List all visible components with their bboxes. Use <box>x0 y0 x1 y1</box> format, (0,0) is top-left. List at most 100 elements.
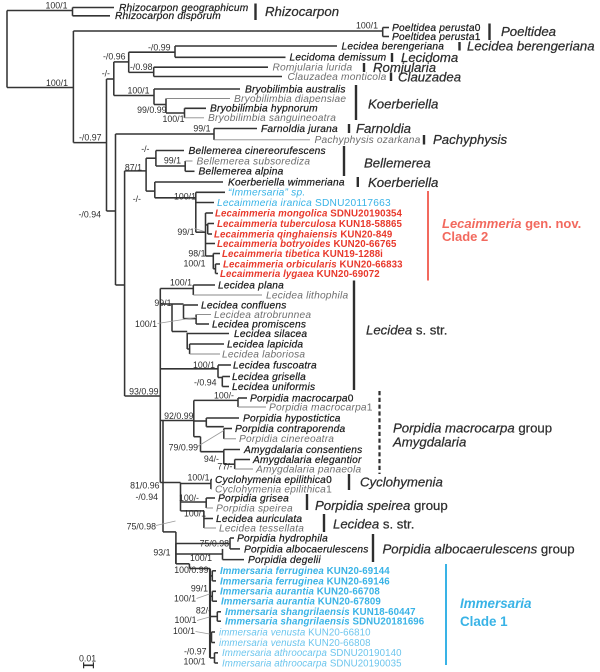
svg-text:Lecidea plana: Lecidea plana <box>218 280 284 291</box>
svg-text:Lecidea confluens: Lecidea confluens <box>201 300 287 311</box>
svg-text:Lecaimmeria botryoides KUN20-6: Lecaimmeria botryoides KUN20-66765 <box>217 239 397 250</box>
svg-text:Immersaria shangrilaensis KUN1: Immersaria shangrilaensis KUN18-60447 <box>225 607 416 618</box>
svg-text:Cyclohymenia epilithica0: Cyclohymenia epilithica0 <box>215 475 332 486</box>
svg-text:100/1: 100/1 <box>162 114 184 124</box>
svg-text:100/1: 100/1 <box>190 553 212 563</box>
svg-text:-/-: -/- <box>133 194 141 204</box>
svg-text:Lecidea grisella: Lecidea grisella <box>232 372 306 383</box>
svg-text:99/1: 99/1 <box>154 298 171 308</box>
svg-text:87/1: 87/1 <box>125 163 142 173</box>
svg-text:Lecidea berengeriana: Lecidea berengeriana <box>342 41 445 52</box>
svg-text:Porpidia albocaerulescens grou: Porpidia albocaerulescens group <box>383 541 575 556</box>
svg-text:Immersaria aurantia KUN20-6670: Immersaria aurantia KUN20-66708 <box>220 587 380 598</box>
svg-text:Koerberiella: Koerberiella <box>368 96 438 111</box>
svg-text:Bellemerea: Bellemerea <box>364 155 431 170</box>
svg-text:Porpidia hypostictica: Porpidia hypostictica <box>243 413 341 424</box>
svg-text:100/1: 100/1 <box>45 1 67 11</box>
svg-text:-/0.97: -/0.97 <box>79 133 102 143</box>
svg-text:Pachyphysis: Pachyphysis <box>433 132 507 147</box>
svg-text:Lecidea promiscens: Lecidea promiscens <box>212 319 306 330</box>
svg-text:Bellemerea cinereorufescens: Bellemerea cinereorufescens <box>189 146 326 157</box>
svg-text:Poeltidea perusta0: Poeltidea perusta0 <box>392 23 481 34</box>
svg-text:Lecidoma: Lecidoma <box>401 50 458 65</box>
svg-text:77/-: 77/- <box>217 462 232 472</box>
svg-text:Porpidia speirea group: Porpidia speirea group <box>315 498 448 513</box>
svg-text:Bryobilimbia australis: Bryobilimbia australis <box>245 84 346 95</box>
svg-text:Farnoldia jurana: Farnoldia jurana <box>261 124 338 135</box>
svg-text:Porpidia hydrophila: Porpidia hydrophila <box>237 533 328 544</box>
svg-text:100/1: 100/1 <box>174 615 196 625</box>
svg-text:-/0.97: -/0.97 <box>184 647 207 657</box>
svg-text:100/1: 100/1 <box>184 509 206 519</box>
svg-text:98/1: 98/1 <box>188 249 205 259</box>
svg-text:Bryobilimbia hypnorum: Bryobilimbia hypnorum <box>210 104 318 115</box>
svg-text:Romjularia lurida: Romjularia lurida <box>273 63 353 74</box>
svg-text:Porpidia speirea: Porpidia speirea <box>216 503 293 514</box>
svg-text:100/1: 100/1 <box>135 319 157 329</box>
svg-text:99/0.99: 99/0.99 <box>137 105 166 115</box>
svg-text:100/1: 100/1 <box>187 473 209 483</box>
svg-text:100/1: 100/1 <box>173 626 195 636</box>
svg-text:Porpidia macrocarpa group: Porpidia macrocarpa group <box>393 421 552 436</box>
svg-text:Immersaria aurantia KUN20-6780: Immersaria aurantia KUN20-67809 <box>221 597 381 608</box>
svg-text:-/0.94: -/0.94 <box>136 492 159 502</box>
svg-text:99/1: 99/1 <box>193 124 210 134</box>
svg-text:100/-: 100/- <box>179 493 199 503</box>
svg-text:Amygdalaria elegantior: Amygdalaria elegantior <box>252 455 362 466</box>
svg-text:Cyclohymenia epilithica1: Cyclohymenia epilithica1 <box>215 484 332 495</box>
svg-text:100/1: 100/1 <box>174 192 196 202</box>
svg-text:Porpidia macrocarpa1: Porpidia macrocarpa1 <box>269 402 373 413</box>
svg-text:Porpidia macrocarpa0: Porpidia macrocarpa0 <box>250 393 354 404</box>
svg-text:Clade 1: Clade 1 <box>460 614 508 629</box>
svg-text:Lecaimmeria mongolica SDNU2019: Lecaimmeria mongolica SDNU20190354 <box>215 208 403 219</box>
svg-text:81/0.96: 81/0.96 <box>130 481 159 491</box>
svg-text:Lecidea s. str.: Lecidea s. str. <box>333 516 414 531</box>
svg-text:Poeltidea perusta1: Poeltidea perusta1 <box>392 32 481 43</box>
svg-text:Lecaimmeria qinghaiensis KUN20: Lecaimmeria qinghaiensis KUN20-849 <box>214 229 393 240</box>
svg-text:immersaria venusta KUN20-66810: immersaria venusta KUN20-66810 <box>219 627 371 638</box>
svg-text:99/1: 99/1 <box>164 156 181 166</box>
svg-text:Amygdalaria consentiens: Amygdalaria consentiens <box>243 445 362 456</box>
svg-text:Lecidea berengeriana: Lecidea berengeriana <box>467 38 595 53</box>
svg-text:Bryobilimbia sanguineoatra: Bryobilimbia sanguineoatra <box>208 113 336 124</box>
svg-text:Lecidea silacea: Lecidea silacea <box>234 329 307 340</box>
svg-text:Lecidea atrobrunnea: Lecidea atrobrunnea <box>214 310 311 321</box>
svg-text:75/0.98: 75/0.98 <box>127 522 156 532</box>
svg-text:Rhizocarpon: Rhizocarpon <box>265 4 339 19</box>
svg-text:-/-: -/- <box>102 69 110 79</box>
svg-text:Porpidia contraporenda: Porpidia contraporenda <box>235 424 345 435</box>
svg-text:75/0.98: 75/0.98 <box>200 539 229 549</box>
svg-text:-/0.94: -/0.94 <box>79 210 102 220</box>
svg-text:100/-: 100/- <box>214 391 234 401</box>
svg-text:Lecidea auriculata: Lecidea auriculata <box>216 514 302 525</box>
svg-text:0.01: 0.01 <box>79 654 96 664</box>
svg-text:Clade 2: Clade 2 <box>442 229 488 244</box>
svg-text:Lecidea laboriosa: Lecidea laboriosa <box>222 349 305 360</box>
svg-text:Pachyphysis ozarkana: Pachyphysis ozarkana <box>315 135 421 146</box>
svg-text:100/1: 100/1 <box>174 594 196 604</box>
svg-text:Porpidia grisea: Porpidia grisea <box>218 493 289 504</box>
svg-text:Lecidea lithophila: Lecidea lithophila <box>266 290 348 301</box>
svg-text:Bellemerea subsorediza: Bellemerea subsorediza <box>197 156 311 167</box>
svg-text:Immersaria shangrilaensis SDNU: Immersaria shangrilaensis SDNU20181696 <box>225 617 425 628</box>
svg-text:79/0.99: 79/0.99 <box>169 443 198 453</box>
svg-text:Immersaria: Immersaria <box>460 596 532 611</box>
svg-text:Lecaimmeria lygaea KUN20-69072: Lecaimmeria lygaea KUN20-69072 <box>220 269 380 280</box>
svg-text:100/1: 100/1 <box>46 78 68 88</box>
svg-text:Koerberiella: Koerberiella <box>368 175 438 190</box>
svg-text:100/0.99: 100/0.99 <box>174 565 208 575</box>
svg-text:Porpidia cinereoatra: Porpidia cinereoatra <box>239 434 334 445</box>
svg-text:Porpidia degelii: Porpidia degelii <box>248 555 321 566</box>
svg-text:93/1: 93/1 <box>153 548 170 558</box>
svg-text:Rhizocarpon disporum: Rhizocarpon disporum <box>115 11 221 22</box>
svg-text:Cyclohymenia: Cyclohymenia <box>360 474 443 489</box>
svg-text:-/0.94: -/0.94 <box>194 378 217 388</box>
svg-text:“Immersaria” sp.: “Immersaria” sp. <box>228 188 305 199</box>
svg-text:99/1: 99/1 <box>191 584 208 594</box>
svg-text:-/-: -/- <box>141 144 149 154</box>
svg-text:Lecaimmeria gen. nov.: Lecaimmeria gen. nov. <box>442 216 581 231</box>
svg-text:Lecaimmeria tibetica KUN19-128: Lecaimmeria tibetica KUN19-1288i <box>222 249 383 260</box>
svg-text:Immersaria athroocarpa SDNU201: Immersaria athroocarpa SDNU20190140 <box>222 648 402 659</box>
svg-text:82/-: 82/- <box>196 606 211 616</box>
svg-text:100/1: 100/1 <box>183 259 205 269</box>
